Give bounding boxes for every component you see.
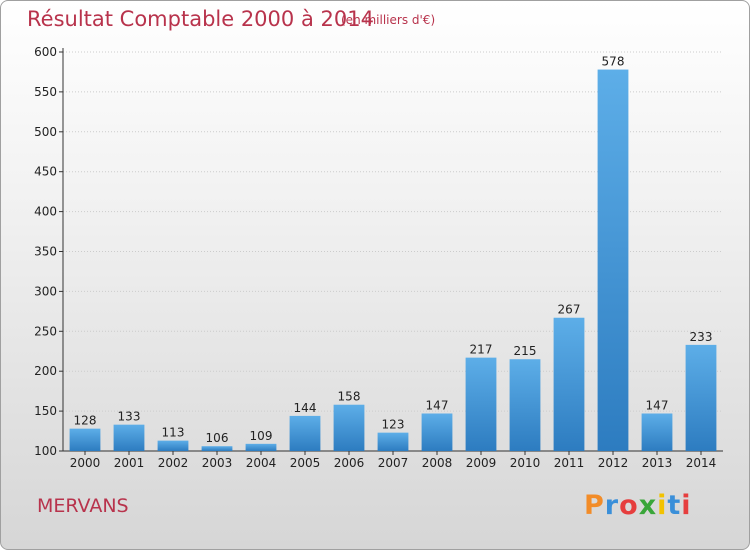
- bar: [509, 359, 541, 451]
- x-tick-label: 2003: [202, 456, 233, 470]
- bar: [465, 357, 497, 451]
- x-tick-label: 2000: [70, 456, 101, 470]
- x-tick-label: 2009: [466, 456, 497, 470]
- y-tick-label: 500: [34, 125, 57, 139]
- y-tick-label: 150: [34, 404, 57, 418]
- logo-letter: i: [657, 490, 668, 521]
- x-tick-label: 2006: [334, 456, 365, 470]
- bar: [421, 413, 453, 451]
- chart-title: Résultat Comptable 2000 à 2014: [27, 7, 374, 31]
- bar-value-label: 144: [294, 401, 317, 415]
- y-tick-label: 250: [34, 324, 57, 338]
- y-tick-label: 550: [34, 85, 57, 99]
- x-tick-label: 2012: [598, 456, 629, 470]
- x-tick-label: 2011: [554, 456, 585, 470]
- logo-letter: r: [604, 490, 620, 521]
- chart-subtitle: (en milliers d'€): [341, 13, 436, 27]
- x-tick-label: 2007: [378, 456, 409, 470]
- bar-value-label: 147: [646, 398, 669, 412]
- bar-value-label: 147: [426, 398, 449, 412]
- bar: [289, 415, 321, 451]
- bar-value-label: 233: [690, 330, 713, 344]
- bar-value-label: 158: [338, 390, 361, 404]
- bar: [201, 446, 233, 451]
- x-tick-label: 2004: [246, 456, 277, 470]
- x-tick-label: 2013: [642, 456, 673, 470]
- x-tick-label: 2001: [114, 456, 145, 470]
- bar-value-label: 128: [74, 414, 97, 428]
- y-tick-label: 350: [34, 245, 57, 259]
- labels: 128 2000 133 2001 113 2002 106 2003 109 2004 144 20…: [70, 55, 717, 470]
- y-tick-label: 450: [34, 165, 57, 179]
- bar-value-label: 267: [558, 303, 581, 317]
- bar: [113, 424, 145, 451]
- y-tick-label: 200: [34, 364, 57, 378]
- bar-value-label: 113: [162, 426, 185, 440]
- logo-letter: i: [681, 490, 692, 521]
- logo-letter: x: [638, 490, 658, 521]
- commune-name: MERVANS: [37, 495, 129, 517]
- x-tick-label: 2005: [290, 456, 321, 470]
- bar: [69, 428, 101, 451]
- bar-value-label: 133: [118, 410, 141, 424]
- bar-value-label: 109: [250, 429, 273, 443]
- bar: [377, 432, 409, 451]
- x-tick-label: 2014: [686, 456, 717, 470]
- bar-value-label: 106: [206, 431, 229, 445]
- y-tick-label: 600: [34, 45, 57, 59]
- bars: [69, 69, 717, 451]
- bar-value-label: 578: [602, 55, 625, 69]
- bar: [245, 443, 277, 451]
- bar: [157, 440, 189, 451]
- y-tick-label: 300: [34, 284, 57, 298]
- bar-value-label: 217: [470, 343, 493, 357]
- bar: [553, 317, 585, 451]
- bar: [597, 69, 629, 451]
- grid-lines: [63, 51, 723, 412]
- bar: [333, 404, 365, 451]
- x-tick-label: 2010: [510, 456, 541, 470]
- proxiti-logo: Proxiti: [584, 490, 692, 521]
- bar: [685, 344, 717, 451]
- x-tick-label: 2002: [158, 456, 189, 470]
- y-tick-label: 400: [34, 205, 57, 219]
- logo-letter: o: [619, 490, 639, 521]
- bar-value-label: 123: [382, 418, 405, 432]
- bar-value-label: 215: [514, 344, 537, 358]
- logo-letter: P: [584, 490, 605, 521]
- bar: [641, 413, 673, 451]
- y-tick-label: 100: [34, 444, 57, 458]
- logo-letter: t: [667, 490, 682, 521]
- x-tick-label: 2008: [422, 456, 453, 470]
